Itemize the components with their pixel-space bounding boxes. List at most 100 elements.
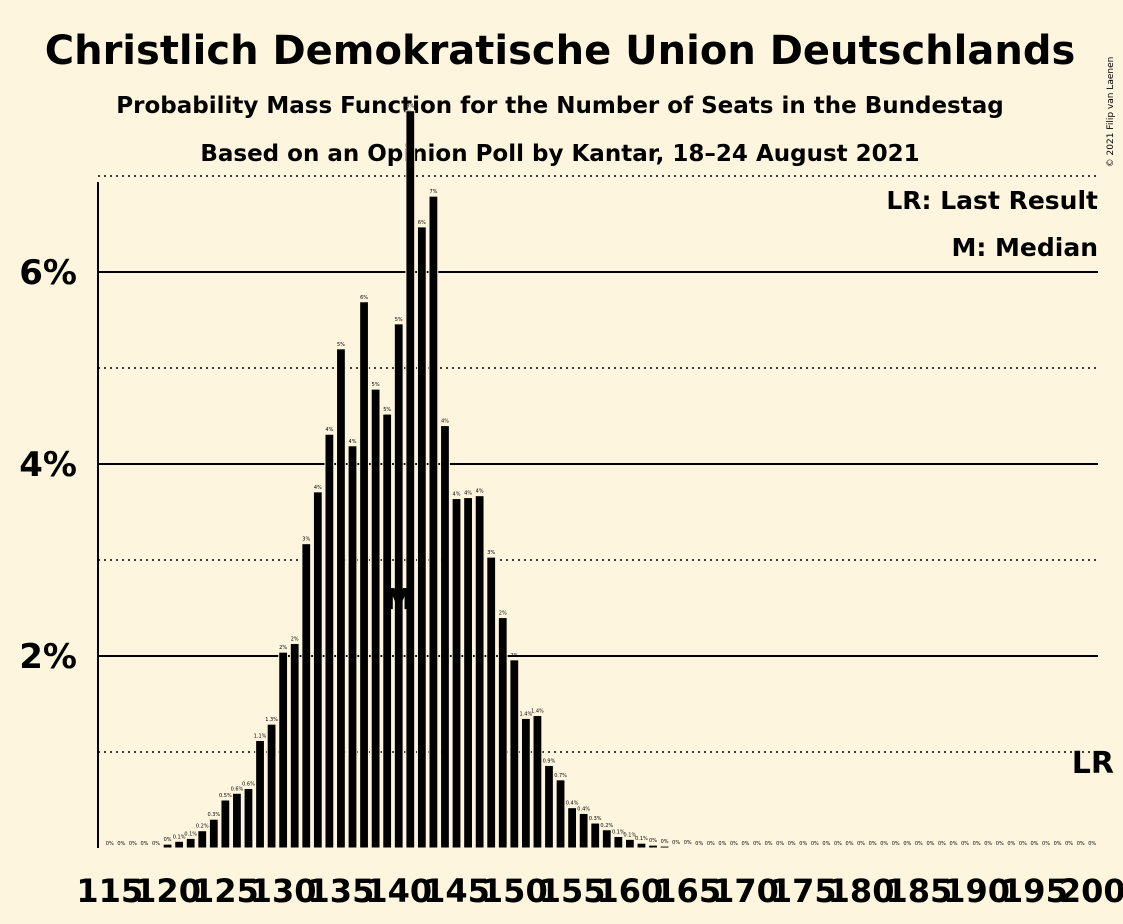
data-label-179: 0%: [846, 841, 854, 847]
bar-155: [567, 807, 577, 849]
x-tick-label: 195: [1001, 872, 1068, 910]
bar-147: [474, 495, 485, 849]
x-tick-label: 175: [770, 872, 837, 910]
data-label-169: 0%: [730, 841, 738, 847]
data-label-123: 0.2%: [196, 824, 209, 830]
bar-122: [185, 837, 196, 849]
bar-161: [636, 842, 647, 849]
data-label-189: 0%: [961, 841, 969, 847]
data-label-138: 5%: [372, 382, 380, 388]
y-tick-label: 6%: [19, 253, 77, 293]
x-tick-labels: 1151201251301351401451501551601651701751…: [76, 872, 1123, 910]
bar-137: [359, 301, 369, 849]
data-label-196: 0%: [1042, 841, 1050, 847]
bar-141: [405, 110, 416, 849]
bar-165: [682, 846, 693, 849]
bar-132: [301, 543, 312, 849]
data-label-150: 2%: [510, 653, 518, 659]
data-label-145: 4%: [453, 492, 461, 498]
data-label-186: 0%: [926, 841, 934, 847]
x-tick-label: 130: [250, 872, 317, 910]
x-tick-label: 135: [308, 872, 375, 910]
x-tick-label: 200: [1059, 872, 1123, 910]
data-label-194: 0%: [1019, 841, 1027, 847]
bar-152: [532, 715, 543, 849]
bar-data-labels: 0% 0% 0% 0% 0%0% 0.1%0.1%0.2%0.3%0.5%0.6%0.6%…: [106, 104, 1097, 847]
data-label-128: 1.1%: [254, 733, 267, 739]
data-label-165: 0%: [684, 840, 692, 846]
bar-162: [648, 844, 658, 849]
x-tick-label: 140: [365, 872, 432, 910]
data-label-126: 0.6%: [231, 786, 244, 792]
data-label-121: 0.1%: [173, 834, 186, 840]
data-label-156: 0.4%: [577, 806, 590, 812]
data-label-148: 3%: [487, 550, 495, 556]
x-tick-label: 180: [828, 872, 895, 910]
bar-158: [601, 829, 612, 849]
bar-128: [255, 739, 265, 849]
data-label-119: 0%: [152, 841, 160, 847]
data-label-181: 0%: [869, 841, 877, 847]
median-marker: M: [385, 582, 413, 615]
data-label-183: 0%: [892, 841, 900, 847]
bar-149: [497, 617, 508, 849]
bar-156: [578, 812, 589, 849]
data-label-170: 0%: [742, 841, 750, 847]
data-label-147: 4%: [476, 489, 484, 495]
data-label-167: 0%: [707, 841, 715, 847]
data-label-140: 5%: [395, 317, 403, 323]
data-label-134: 4%: [325, 427, 333, 433]
data-label-185: 0%: [915, 841, 923, 847]
bar-123: [197, 830, 208, 849]
y-tick-label: 2%: [19, 637, 77, 677]
data-label-149: 2%: [499, 611, 507, 617]
bar-150: [509, 659, 520, 849]
bar-142: [416, 226, 427, 849]
data-label-135: 5%: [337, 342, 345, 348]
data-label-120: 0%: [164, 837, 172, 843]
data-label-163: 0%: [661, 839, 669, 845]
data-label-143: 7%: [429, 189, 437, 195]
data-label-157: 0.3%: [589, 816, 602, 822]
x-tick-label: 120: [134, 872, 201, 910]
data-label-187: 0%: [938, 841, 946, 847]
x-tick-label: 125: [192, 872, 259, 910]
data-label-132: 3%: [302, 537, 310, 543]
data-label-152: 1.4%: [531, 709, 544, 715]
bar-134: [324, 433, 335, 849]
x-tick-label: 150: [481, 872, 548, 910]
data-label-173: 0%: [776, 841, 784, 847]
data-label-115: 0%: [106, 841, 114, 847]
data-label-191: 0%: [984, 841, 992, 847]
data-label-127: 0.6%: [242, 781, 255, 787]
bar-164: [671, 846, 682, 849]
data-label-198: 0%: [1065, 841, 1073, 847]
data-label-195: 0%: [1030, 841, 1038, 847]
bar-160: [625, 838, 635, 849]
data-label-172: 0%: [765, 841, 773, 847]
y-tick-label: 4%: [19, 445, 77, 485]
bar-159: [613, 835, 624, 849]
data-label-178: 0%: [834, 841, 842, 847]
data-label-164: 0%: [672, 840, 680, 846]
bar-163: [659, 845, 670, 849]
data-label-192: 0%: [996, 841, 1004, 847]
bar-131: [289, 643, 300, 849]
bar-127: [243, 787, 254, 849]
x-tick-label: 115: [76, 872, 143, 910]
data-label-175: 0%: [799, 841, 807, 847]
markers: M LR: [384, 582, 1114, 781]
bar-124: [208, 818, 219, 849]
bar-146: [463, 497, 473, 849]
data-label-188: 0%: [950, 841, 958, 847]
bar-126: [232, 792, 242, 849]
bar-135: [336, 348, 346, 849]
x-tick-label: 170: [712, 872, 779, 910]
x-tick-label: 160: [596, 872, 663, 910]
data-label-180: 0%: [857, 841, 865, 847]
bar-136: [347, 445, 358, 849]
bar-143: [428, 195, 439, 849]
x-tick-label: 165: [654, 872, 721, 910]
data-label-124: 0.3%: [207, 812, 220, 818]
data-label-200: 0%: [1088, 841, 1096, 847]
